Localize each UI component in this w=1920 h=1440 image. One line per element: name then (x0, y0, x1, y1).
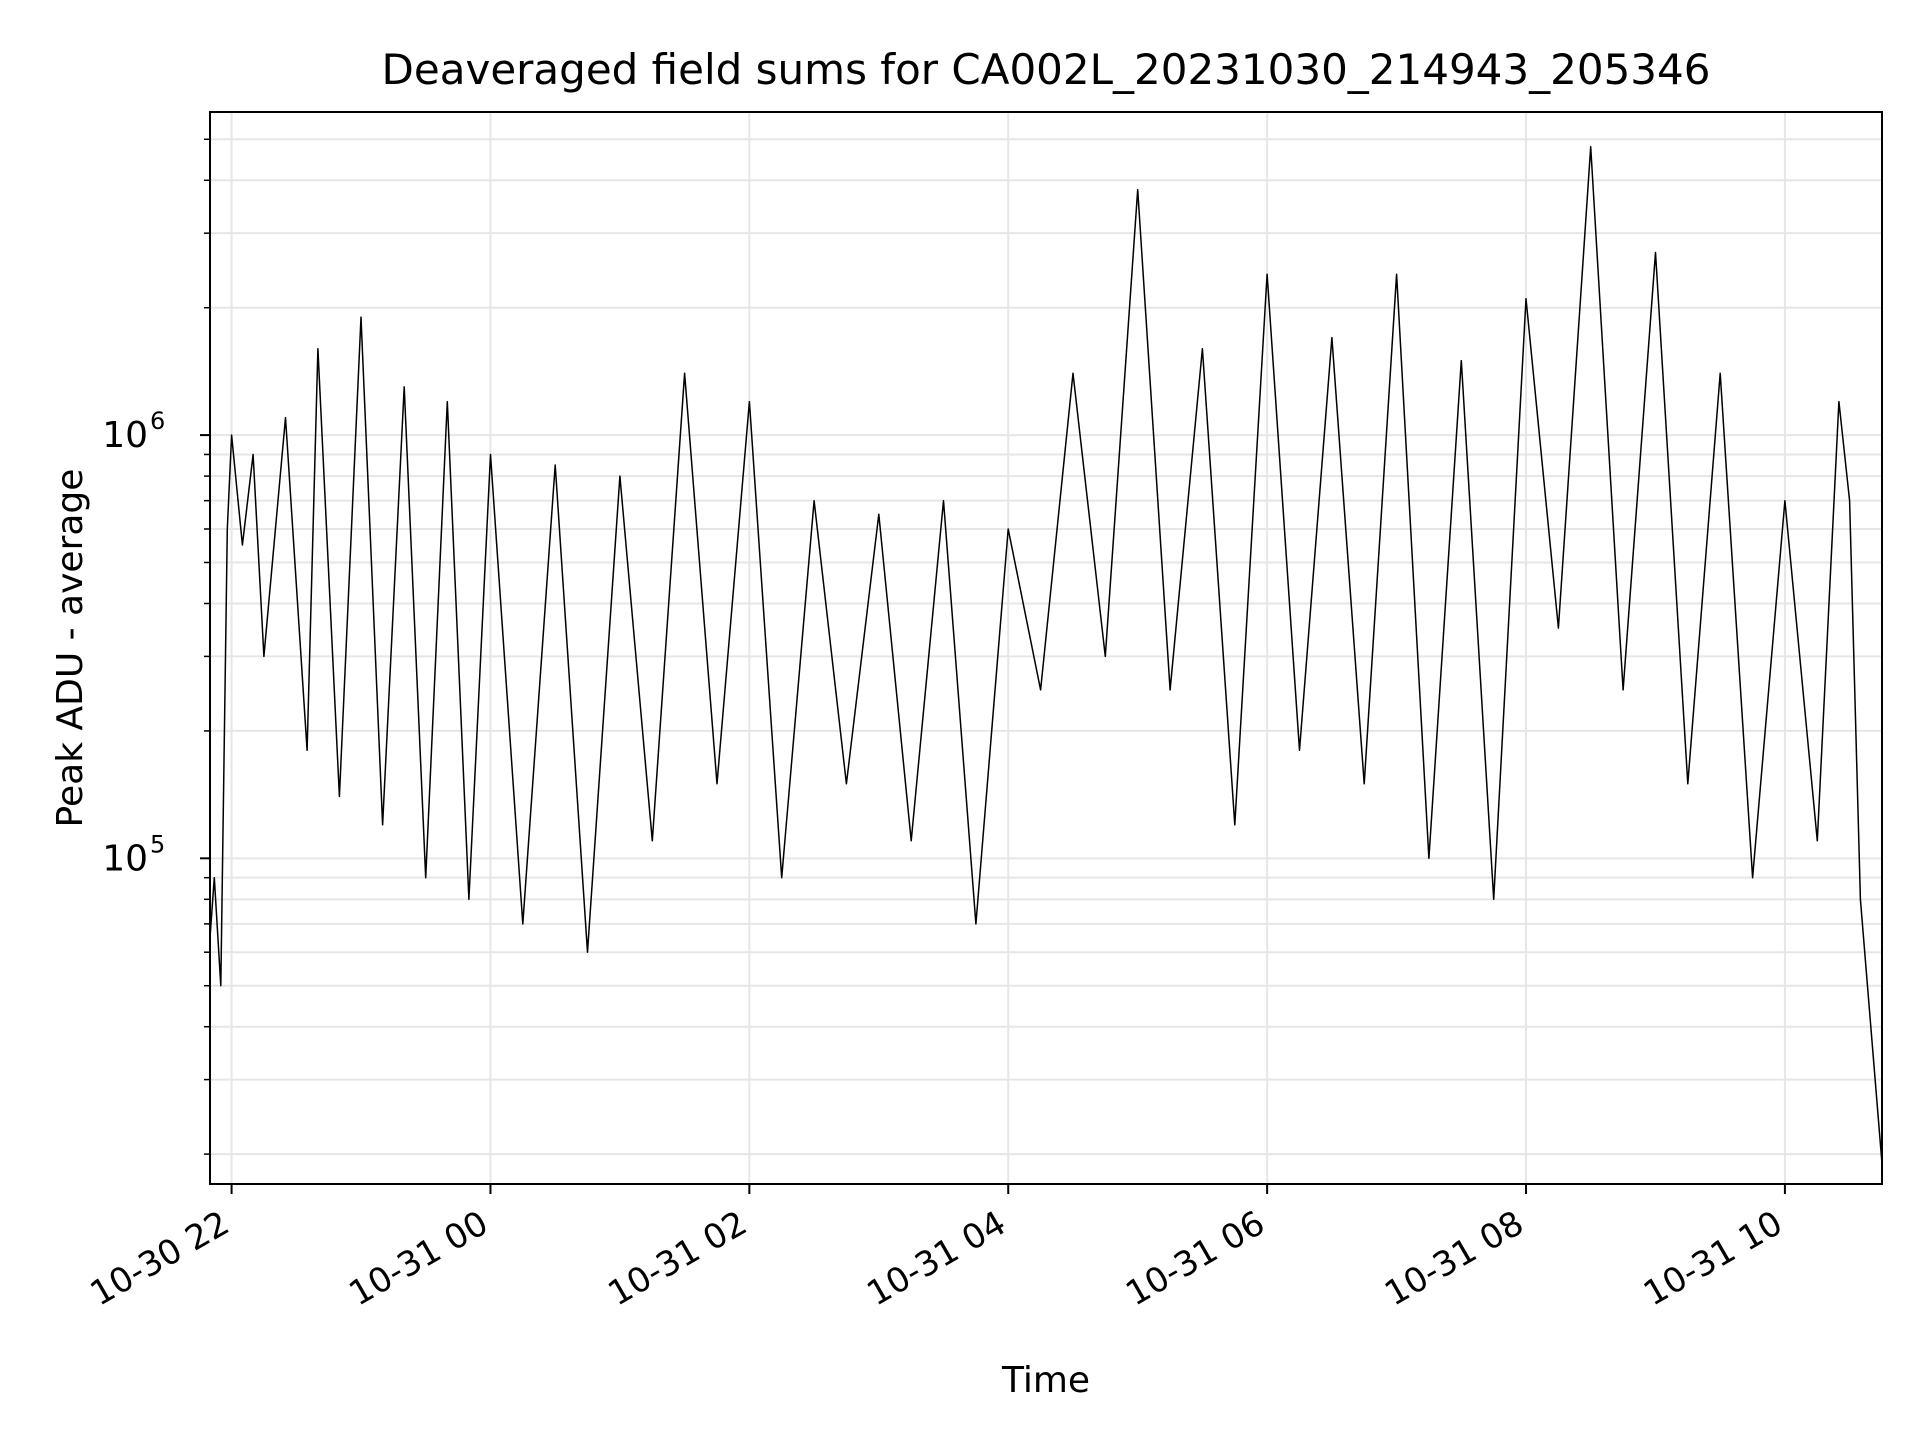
plot-area-frame (209, 111, 1883, 1185)
y-tick-label-exponent: 5 (150, 830, 165, 858)
y-axis-label: Peak ADU - average (50, 469, 91, 828)
series-lines (209, 146, 1883, 1164)
series-line (209, 146, 1883, 1164)
y-tick-label-exponent: 6 (150, 407, 165, 435)
y-tick-label: 10 (102, 415, 148, 456)
grid-lines (210, 112, 1882, 1184)
y-tick-label-base: 10 (102, 838, 148, 879)
y-tick-label-base: 10 (102, 415, 148, 456)
y-tick-label: 10 (102, 838, 148, 879)
chart-title: Deaveraged field sums for CA002L_2023103… (382, 45, 1711, 94)
x-axis-label: Time (1001, 1360, 1090, 1401)
